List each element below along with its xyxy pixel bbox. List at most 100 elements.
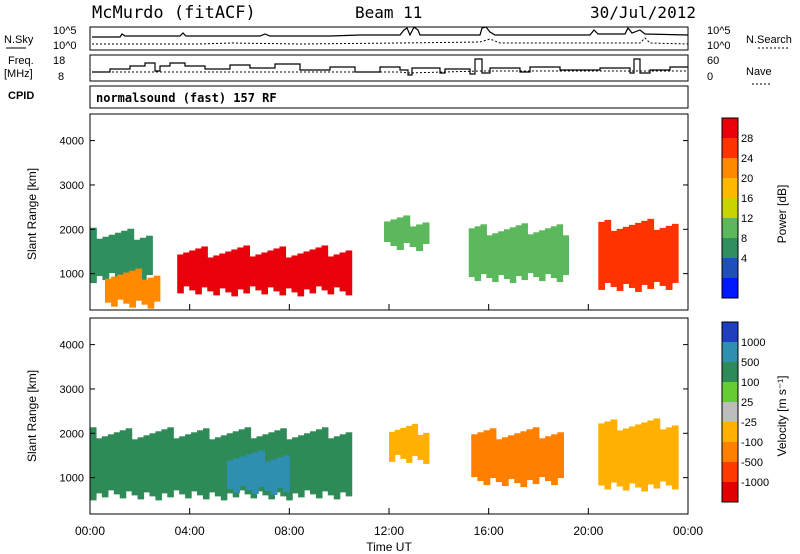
power-region-0-cell xyxy=(121,230,128,282)
power-colorbar-title: Power [dB] xyxy=(775,185,789,244)
velocity-region-1-cell xyxy=(258,450,266,487)
power-ylabel: Slant Range [km] xyxy=(25,168,39,260)
velocity-region-4-cell xyxy=(647,420,655,485)
velocity-region-4-cell xyxy=(653,418,661,489)
noise-right-tick-low: 10^0 xyxy=(707,40,731,52)
velocity-colorbar: 1000 500 100 25 -25 -100 -500 -1000 xyxy=(721,321,769,503)
velocity-region-3-cell xyxy=(538,438,546,478)
power-region-5-cell xyxy=(622,226,630,284)
velocity-colorbar-swatch xyxy=(722,442,738,463)
cpid-label: CPID xyxy=(8,90,34,102)
power-region-3-cell xyxy=(416,224,424,252)
velocity-panel: 4000 3000 2000 1000 Slant Range [km] 1000 50… xyxy=(25,317,789,515)
noise-sky-line xyxy=(92,26,689,38)
power-region-4-cell xyxy=(503,229,511,280)
power-region-2-cell xyxy=(195,248,202,295)
velocity-region-1-cell xyxy=(245,454,253,490)
power-colorbar-swatch xyxy=(722,238,738,259)
power-region-5-cell xyxy=(604,219,612,283)
velocity-region-3-cell xyxy=(501,437,509,487)
power-region-2-cell xyxy=(309,249,317,294)
noise-left-tick-high: 10^5 xyxy=(53,25,77,37)
power-region-5-cell xyxy=(641,220,648,285)
time-axis-label: Time UT xyxy=(366,540,412,554)
power-region-2-cell xyxy=(213,255,220,296)
power-region-0-cell xyxy=(90,227,97,284)
velocity-yticks: 4000 3000 2000 1000 xyxy=(60,340,688,485)
power-region-4-cell xyxy=(468,228,476,278)
power-region-2-cell xyxy=(345,250,353,296)
power-region-2-cell xyxy=(225,251,232,293)
power-region-4-cell xyxy=(480,224,487,275)
velocity-region-4-cell xyxy=(671,425,679,490)
velocity-region-2-cell xyxy=(406,425,413,463)
xtick-label: 00:00 xyxy=(75,524,105,538)
velocity-colorbar-swatch xyxy=(722,342,738,363)
power-region-1-cell xyxy=(111,276,118,307)
nave-label: Nave xyxy=(746,66,772,78)
xtick-label: 00:00 xyxy=(673,524,703,538)
velocity-region-4-cell xyxy=(641,422,648,492)
velocity-region-0-cell xyxy=(298,435,305,498)
velocity-colorbar-swatch xyxy=(722,462,738,483)
velocity-region-1-cell xyxy=(233,458,241,493)
velocity-region-1-cell xyxy=(270,459,278,495)
power-region-2-cell xyxy=(291,255,299,293)
power-region-0-cell xyxy=(102,236,110,281)
power-region-1-cell xyxy=(117,274,124,300)
power-colorbar-swatch xyxy=(722,198,738,219)
power-region-4-cell xyxy=(509,227,517,284)
velocity-region-2-cell xyxy=(400,427,407,459)
power-region-5-cell xyxy=(653,229,661,282)
velocity-region-3-cell xyxy=(526,429,534,481)
velocity-region-3-cell xyxy=(532,427,540,485)
power-region-0-cell xyxy=(108,234,116,274)
velocity-region-2-cell xyxy=(417,434,424,460)
power-region-4-cell xyxy=(492,233,499,283)
velocity-region-4-cell xyxy=(616,430,624,487)
velocity-region-0-cell xyxy=(161,429,168,494)
velocity-region-4-cell xyxy=(628,426,636,484)
power-colorbar-swatch xyxy=(722,258,738,279)
velocity-region-0-cell xyxy=(321,427,329,492)
power-colorbar-tick: 16 xyxy=(741,193,753,205)
xtick-label: 08:00 xyxy=(274,524,304,538)
power-region-0-cell xyxy=(146,235,153,276)
power-region-0-cell xyxy=(96,238,104,277)
velocity-region-0-cell xyxy=(191,432,198,492)
power-region-2-cell xyxy=(231,249,238,297)
power-colorbar-frame xyxy=(721,117,739,299)
power-region-4-cell xyxy=(486,235,493,279)
power-colorbar-swatch xyxy=(722,278,738,299)
power-colorbar-tick: 28 xyxy=(741,133,753,145)
velocity-colorbar-swatch xyxy=(722,402,738,423)
velocity-colorbar-swatch xyxy=(722,322,738,343)
velocity-region-1-cell xyxy=(239,456,247,486)
velocity-region-1-cell xyxy=(251,452,259,494)
power-colorbar-tick: 8 xyxy=(741,233,747,245)
velocity-region-0-cell xyxy=(214,437,222,497)
velocity-region-0-cell xyxy=(137,437,145,500)
velocity-region-3-cell xyxy=(489,428,497,479)
noise-left-label: N.Sky xyxy=(4,34,34,46)
velocity-region-0-cell xyxy=(208,439,216,493)
velocity-colorbar-tick: -500 xyxy=(741,457,763,469)
power-region-2-cell xyxy=(279,246,287,296)
power-cells xyxy=(90,215,679,309)
xtick-label: 04:00 xyxy=(175,524,205,538)
power-ytick-label: 1000 xyxy=(60,269,84,281)
power-region-2-cell xyxy=(189,250,196,291)
velocity-region-0-cell xyxy=(197,430,204,496)
velocity-region-2-cell xyxy=(423,432,430,464)
noise-left-tick-low: 10^0 xyxy=(53,40,77,52)
velocity-region-0-cell xyxy=(131,439,139,496)
velocity-region-3-cell xyxy=(520,431,528,488)
power-region-2-cell xyxy=(273,248,281,292)
velocity-region-0-cell xyxy=(113,432,121,495)
freq-right-tick-low: 0 xyxy=(707,71,713,83)
nave-line xyxy=(92,70,688,74)
velocity-region-0-cell xyxy=(345,432,353,497)
velocity-region-0-cell xyxy=(292,437,299,494)
velocity-region-4-cell xyxy=(665,427,673,486)
